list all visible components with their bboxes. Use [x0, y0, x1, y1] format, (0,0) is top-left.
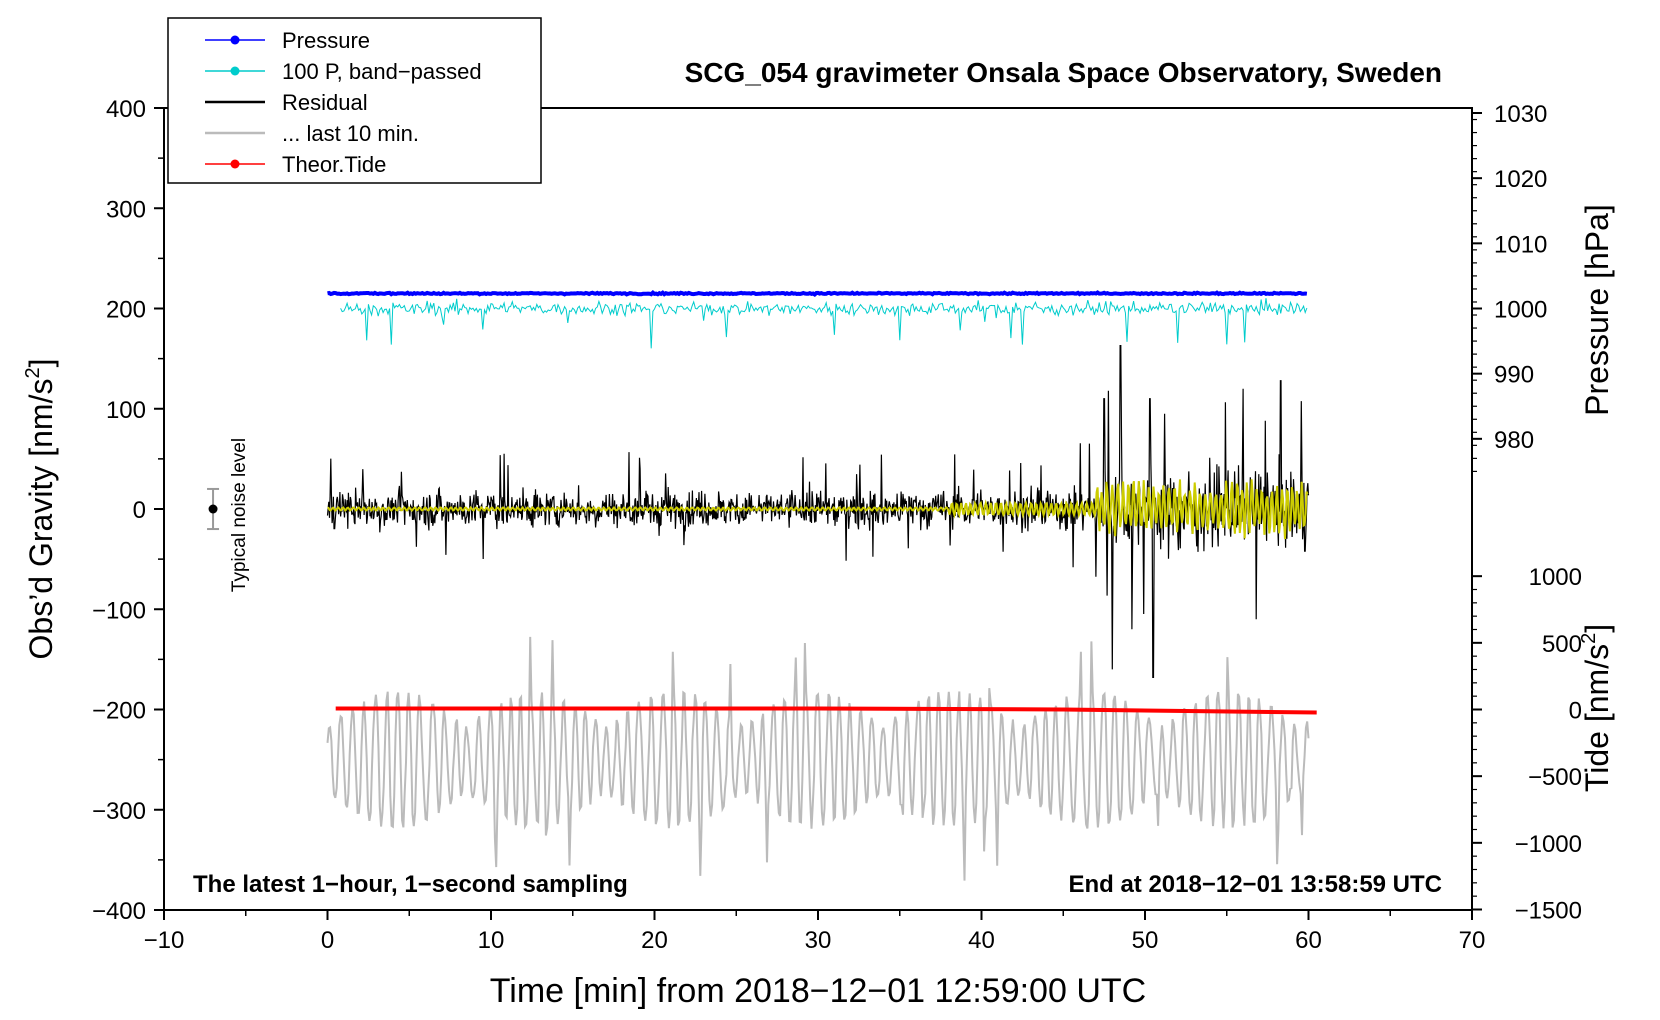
x-tick-label: 60: [1295, 927, 1322, 954]
tide-tick-label: 500: [1542, 631, 1582, 658]
tide-tick-label: −1000: [1515, 831, 1582, 858]
pressure-tick-label: 1020: [1494, 166, 1547, 193]
series-residual: [326, 345, 1310, 678]
tide-axis-label: Tide [nm/s2]: [1578, 624, 1615, 792]
x-axis-label: Time [min] from 2018−12−01 12:59:00 UTC: [490, 972, 1146, 1010]
x-tick-label: 20: [641, 927, 668, 954]
y-tick-label: −400: [92, 898, 146, 925]
x-tick-label: 10: [478, 927, 505, 954]
pressure-tick-label: 1030: [1494, 101, 1547, 128]
legend-swatch-marker: [230, 159, 240, 169]
legend-items: Pressure 100 P, band−passed Residual ... la…: [205, 28, 482, 177]
y-axis-label-close: ]: [23, 359, 59, 368]
y-tick-label: −200: [92, 698, 146, 725]
tide-axis-label-sup: 2: [1578, 633, 1600, 644]
annotation-end-time: End at 2018−12−01 13:58:59 UTC: [1068, 871, 1442, 898]
x-tick-label: 40: [968, 927, 995, 954]
legend-label: Pressure: [282, 28, 370, 53]
noise-dot: [208, 504, 218, 514]
legend-swatch-marker: [230, 66, 240, 76]
tide-tick-label: −1500: [1515, 897, 1582, 924]
x-axis-ticks: −10 0 10 20 30 40 50 60 70: [144, 910, 1486, 954]
y-tick-label: 400: [106, 96, 146, 123]
noise-level-indicator: Typical noise level: [207, 438, 250, 592]
y-tick-label: 300: [106, 196, 146, 223]
y-axis-label-sup: 2: [22, 367, 44, 378]
series-band-passed-pressure: [340, 298, 1308, 349]
chart-title: SCG_054 gravimeter Onsala Space Observat…: [685, 57, 1442, 88]
x-tick-label: 0: [321, 927, 334, 954]
tide-tick-label: −500: [1528, 764, 1582, 791]
legend-label: ... last 10 min.: [282, 121, 419, 146]
x-tick-label: 70: [1459, 927, 1486, 954]
y-tick-label: 200: [106, 297, 146, 324]
legend-swatch-marker: [230, 35, 240, 45]
y-axis-label-text: Obs’d Gravity [nm/s: [23, 379, 59, 660]
y-tick-label: 0: [133, 497, 146, 524]
tide-tick-label: 0: [1569, 698, 1582, 725]
tide-axis-label-close: ]: [1579, 624, 1615, 633]
legend-label: 100 P, band−passed: [282, 59, 482, 84]
pressure-axis-label: Pressure [hPa]: [1579, 204, 1615, 416]
series-pressure: [327, 289, 1308, 297]
x-tick-label: 50: [1132, 927, 1159, 954]
pressure-axis-ticks: 1030 1020 1010 1000 990 980: [1472, 101, 1547, 473]
legend-item: ... last 10 min.: [205, 121, 419, 146]
pressure-tick-label: 1010: [1494, 231, 1547, 258]
y-tick-label: −100: [92, 597, 146, 624]
y-tick-label: −300: [92, 798, 146, 825]
legend-label: Residual: [282, 90, 368, 115]
y-axis-ticks: 400 300 200 100 0 −100 −200 −300 −400: [92, 96, 164, 925]
series-theor-tide: [335, 706, 1317, 715]
series-residual-filtered: [327, 479, 1309, 540]
legend-item: Pressure: [205, 28, 370, 53]
y-tick-label: 100: [106, 397, 146, 424]
legend-item: 100 P, band−passed: [205, 59, 482, 84]
legend-item: Theor.Tide: [205, 152, 386, 177]
legend: Pressure 100 P, band−passed Residual ... la…: [167, 17, 542, 184]
legend-box: [167, 17, 542, 184]
x-tick-label: 30: [805, 927, 832, 954]
pressure-tick-label: 980: [1494, 427, 1534, 454]
legend-label: Theor.Tide: [282, 152, 386, 177]
tide-axis-label-text: Tide [nm/s: [1579, 644, 1615, 792]
y-axis-label: Obs’d Gravity [nm/s2]: [22, 359, 59, 660]
x-tick-label: −10: [144, 927, 185, 954]
legend-item: Residual: [205, 90, 368, 115]
series-last-10-min: [326, 636, 1310, 881]
pressure-tick-label: 1000: [1494, 297, 1547, 324]
series-layer: [326, 289, 1317, 881]
annotation-sampling: The latest 1−hour, 1−second sampling: [193, 871, 628, 898]
tide-axis-ticks: 1000 500 0 −500 −1000 −1500: [1472, 564, 1582, 924]
pressure-tick-label: 990: [1494, 362, 1534, 389]
noise-label: Typical noise level: [229, 438, 250, 592]
tide-tick-label: 1000: [1529, 564, 1582, 591]
